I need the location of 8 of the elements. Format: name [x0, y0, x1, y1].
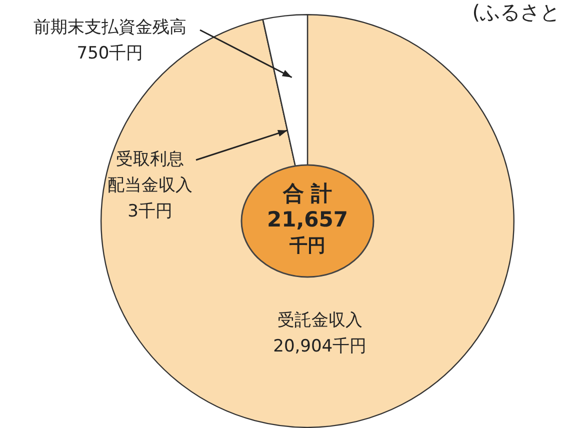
data-label: 750千円: [76, 43, 144, 64]
data-label: 20,904千円: [273, 336, 367, 356]
slice-label: 受取利息配当金収入: [108, 149, 192, 196]
chart-title: (ふるさと: [472, 0, 560, 24]
data-label: 3千円: [128, 201, 172, 222]
text: 合 計 21,657 千円: [266, 181, 348, 257]
slice-label: 前期末支払資金残高: [34, 17, 186, 38]
slice-label: 受託金収入: [277, 310, 362, 330]
